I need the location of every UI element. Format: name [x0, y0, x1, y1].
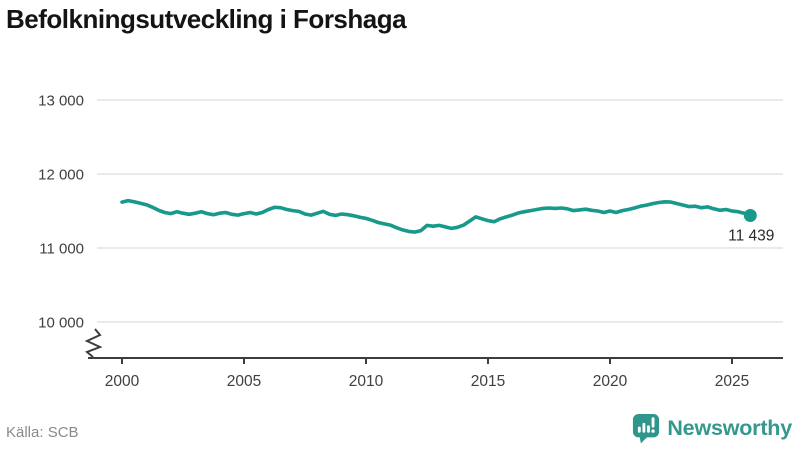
newsworthy-logo[interactable]: Newsworthy [632, 413, 792, 444]
x-tick-label: 2005 [227, 373, 261, 390]
newsworthy-logo-text: Newsworthy [667, 416, 792, 440]
x-tick-label: 2000 [105, 373, 140, 390]
population-line [120, 198, 753, 234]
x-tick-label: 2025 [715, 373, 749, 390]
y-tick-label: 13 000 [38, 93, 84, 110]
y-tick-label: 11 000 [39, 241, 84, 258]
x-tick-label: 2020 [593, 373, 628, 390]
source-label: Källa: SCB [6, 424, 79, 441]
newsworthy-icon [633, 414, 660, 444]
line-chart: 10 000 11 000 12 000 13 000 2000 2005 2010 2015… [38, 93, 783, 390]
x-tick-label: 2010 [349, 373, 384, 390]
page-title: Befolkningsutveckling i Forshaga [6, 4, 407, 34]
x-tick-label: 2015 [471, 373, 505, 390]
y-tick-label: 10 000 [38, 315, 84, 332]
end-point-dot [743, 209, 757, 223]
y-tick-label: 12 000 [38, 167, 84, 184]
axis-break-icon [84, 328, 103, 358]
end-value-label: 11 439 [728, 228, 774, 245]
